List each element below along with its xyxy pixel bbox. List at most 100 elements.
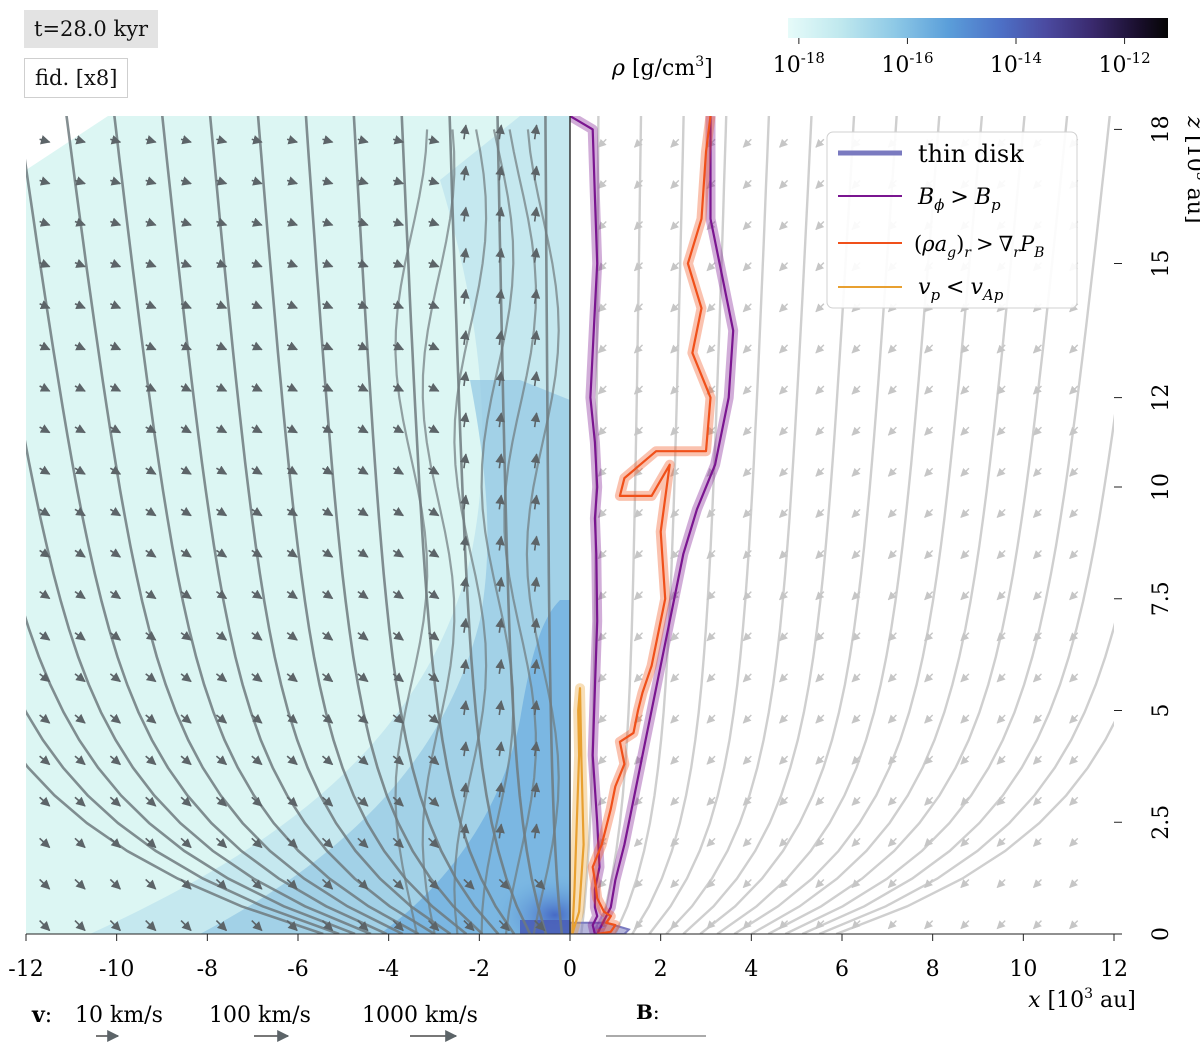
velocity-arrow [597, 344, 607, 354]
velocity-arrow [633, 262, 644, 272]
velocity-arrow [742, 796, 752, 806]
velocity-arrow [39, 382, 51, 392]
velocity-arrow [597, 138, 607, 148]
velocity-arrow [39, 258, 51, 268]
velocity-arrow [495, 247, 505, 263]
velocity-arrow [815, 878, 825, 889]
x-tick-label: -8 [197, 957, 218, 982]
velocity-arrow [924, 632, 934, 642]
velocity-arrow [109, 878, 121, 890]
velocity-key-10: 10 km/s [75, 1003, 163, 1028]
velocity-arrow [1069, 549, 1079, 560]
contour-line [570, 116, 601, 934]
velocity-arrow [392, 217, 405, 227]
velocity-arrow [887, 837, 897, 847]
velocity-arrow [960, 755, 970, 765]
velocity-arrow [924, 549, 934, 560]
velocity-arrow [742, 632, 752, 642]
velocity-arrow [495, 700, 505, 716]
velocity-arrow [322, 548, 334, 558]
velocity-arrow [851, 714, 861, 724]
velocity-arrow [251, 424, 263, 434]
velocity-arrow [286, 548, 298, 558]
velocity-arrow [960, 796, 970, 806]
velocity-arrow [322, 424, 334, 434]
velocity-arrow [495, 453, 505, 469]
velocity-arrow [39, 589, 51, 600]
velocity-arrow [251, 631, 263, 641]
velocity-arrow [428, 258, 440, 268]
velocity-arrow [321, 713, 334, 724]
field-line [525, 129, 560, 934]
velocity-arrow [428, 506, 440, 517]
velocity-arrow [1069, 508, 1079, 518]
velocity-arrow [742, 303, 752, 313]
velocity-arrow [251, 176, 263, 186]
velocity-arrow [924, 467, 934, 477]
velocity-arrow [215, 465, 228, 475]
velocity-arrow [960, 426, 970, 436]
field-line [453, 129, 488, 934]
velocity-arrow [530, 124, 541, 140]
x-tick-label: -10 [99, 957, 134, 982]
velocity-arrow [887, 714, 897, 724]
velocity-arrow [109, 631, 122, 641]
velocity-arrow [215, 713, 228, 724]
legend-box [826, 131, 1078, 309]
colorbar-tick-label: 10-16 [881, 49, 933, 78]
velocity-arrow [1032, 467, 1042, 477]
velocity-arrow [996, 878, 1006, 889]
y-tick-label: 18 [1149, 115, 1174, 143]
velocity-arrow [887, 673, 897, 683]
velocity-arrow [109, 382, 122, 392]
velocity-arrow [145, 506, 157, 517]
velocity-arrow [110, 135, 122, 145]
velocity-arrow [459, 576, 470, 592]
velocity-arrow [851, 467, 861, 477]
x-axis-ticks: -12 -10 -8 -6 -4 -2 0 2 4 6 8 10 12 [8, 934, 1128, 982]
velocity-arrow [742, 837, 752, 847]
velocity-arrow [887, 344, 897, 354]
velocity-arrow [851, 920, 861, 930]
velocity-arrow [815, 920, 825, 930]
velocity-arrow [145, 424, 157, 434]
x-tick-label: 8 [926, 957, 940, 982]
velocity-arrow [633, 837, 644, 847]
velocity-arrow [427, 920, 440, 932]
velocity-arrow [1069, 878, 1079, 889]
field-line [631, 116, 728, 934]
velocity-arrow [428, 382, 440, 392]
velocity-arrow [145, 341, 157, 351]
velocity-arrow [428, 300, 440, 310]
velocity-arrow [779, 591, 789, 601]
velocity-arrow [597, 632, 607, 642]
velocity-arrow [180, 589, 192, 600]
velocity-arrow [74, 465, 86, 475]
velocity-arrow [1069, 796, 1079, 806]
velocity-arrow [286, 506, 298, 517]
velocity-arrow [357, 217, 369, 227]
velocity-arrow [459, 453, 470, 469]
velocity-arrow [251, 465, 263, 475]
velocity-arrow [530, 782, 541, 798]
velocity-arrow [74, 837, 86, 849]
velocity-arrow [109, 837, 122, 849]
velocity-arrow [530, 617, 541, 633]
field-line [26, 762, 324, 934]
y-tick-label: 5 [1149, 704, 1174, 718]
velocity-arrow [322, 300, 334, 310]
velocity-arrow [742, 755, 752, 765]
velocity-arrow [459, 535, 470, 551]
velocity-arrow [530, 658, 541, 674]
field-line [26, 158, 388, 934]
velocity-arrow [216, 382, 228, 392]
velocity-arrow [74, 796, 86, 807]
velocity-arrow [815, 591, 825, 601]
x-tick-label: 12 [1100, 957, 1128, 982]
contour-line [591, 116, 712, 934]
velocity-arrow [530, 741, 541, 757]
velocity-arrow [706, 344, 716, 354]
velocity-arrow [1069, 714, 1079, 724]
velocity-arrow [392, 465, 405, 475]
velocity-arrow [215, 920, 228, 932]
